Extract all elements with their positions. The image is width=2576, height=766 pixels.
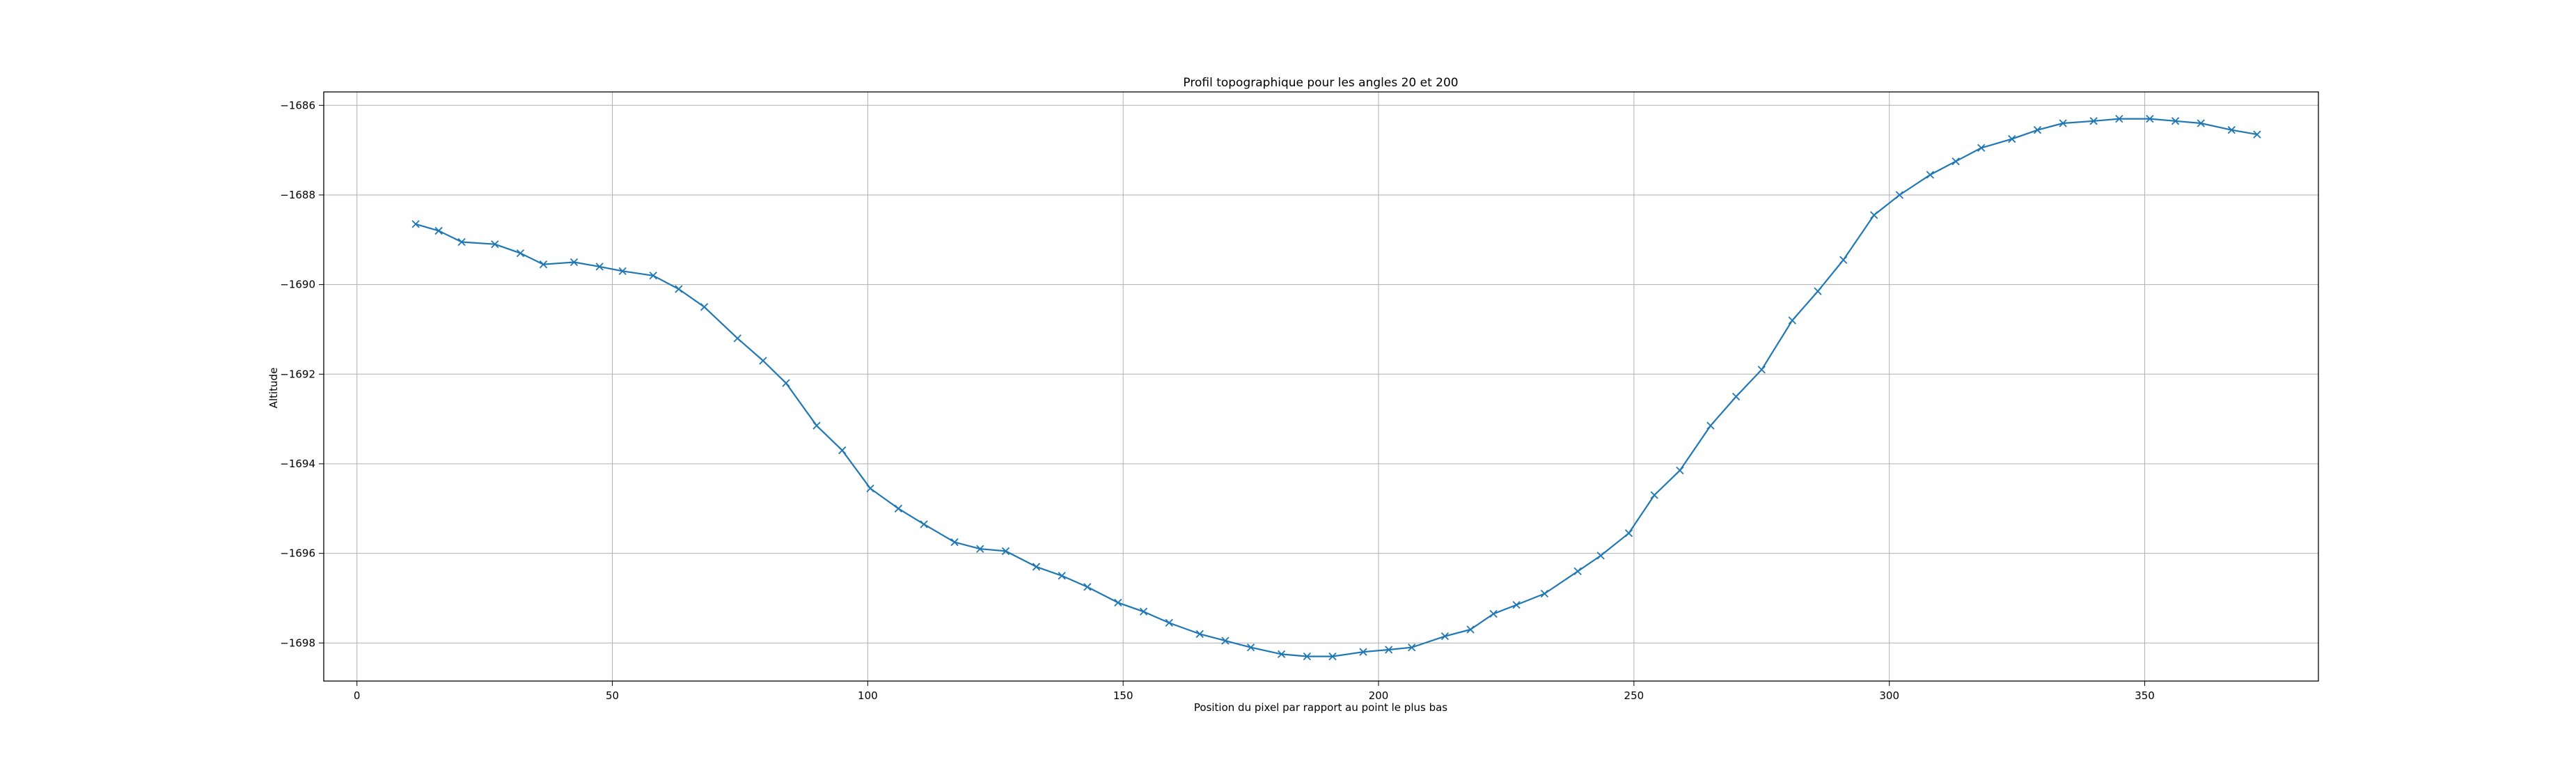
data-point xyxy=(1489,609,1498,618)
data-point xyxy=(1951,157,1960,166)
x-tick-label-0: 0 xyxy=(354,689,361,702)
data-point xyxy=(1650,491,1658,499)
plot-frame xyxy=(323,91,2319,682)
data-point xyxy=(700,303,709,311)
x-tick-label-7: 350 xyxy=(2135,689,2155,702)
x-tick-label-5: 250 xyxy=(1624,689,1644,702)
data-point xyxy=(516,249,525,258)
data-point xyxy=(1624,529,1633,538)
data-point xyxy=(1385,646,1393,654)
y-axis-label: Altitude xyxy=(267,368,280,409)
data-point xyxy=(2146,114,2154,123)
data-point xyxy=(1114,598,1122,607)
y-tick-label-3: −1692 xyxy=(280,368,315,380)
data-point xyxy=(1408,643,1416,652)
data-point xyxy=(570,258,579,267)
data-point xyxy=(2197,119,2205,127)
y-tick-label-0: −1698 xyxy=(280,636,315,649)
data-point xyxy=(950,538,959,547)
data-point xyxy=(838,446,847,455)
data-point xyxy=(649,272,657,280)
y-tick-label-5: −1688 xyxy=(280,189,315,201)
x-tick-label-4: 200 xyxy=(1369,689,1389,702)
x-tick-label-1: 50 xyxy=(606,689,619,702)
data-point xyxy=(1058,572,1066,580)
data-point xyxy=(1926,171,1935,179)
data-point xyxy=(1139,607,1148,616)
data-point xyxy=(1083,583,1092,591)
data-point xyxy=(1359,648,1367,656)
y-tick-label-2: −1694 xyxy=(280,458,315,470)
data-point xyxy=(1788,316,1796,325)
data-point xyxy=(2253,130,2261,139)
data-point xyxy=(894,504,903,513)
data-point xyxy=(1731,392,1741,401)
data-point xyxy=(1895,191,1904,199)
data-point xyxy=(2089,117,2098,125)
data-point xyxy=(1596,552,1605,560)
plot-area: 0 50 100 150 200 250 300 350 −1698 −1696 −1694 −169… xyxy=(280,91,2319,702)
data-point xyxy=(733,334,741,343)
data-point xyxy=(1278,650,1286,659)
data-point xyxy=(866,484,874,492)
data-point xyxy=(1001,547,1010,556)
data-point xyxy=(1757,366,1766,374)
data-point xyxy=(2008,134,2016,143)
data-point xyxy=(759,357,767,365)
data-point xyxy=(812,421,821,430)
data-point xyxy=(920,520,928,529)
y-tick-label-1: −1696 xyxy=(280,547,315,560)
data-point xyxy=(595,263,604,271)
data-point xyxy=(1195,630,1204,639)
data-point xyxy=(782,379,790,387)
data-point xyxy=(1977,143,1986,153)
data-point xyxy=(434,226,443,235)
data-point xyxy=(1676,466,1684,475)
data-point xyxy=(1303,652,1311,661)
data-point xyxy=(1440,632,1450,641)
data-point xyxy=(2227,126,2236,134)
y-tick-label-6: −1686 xyxy=(280,99,315,111)
x-axis-label: Position du pixel par rapport au point l… xyxy=(1194,701,1447,714)
x-tick-label-2: 100 xyxy=(858,689,878,702)
data-point xyxy=(2171,117,2180,125)
data-point xyxy=(1328,652,1337,661)
x-tick-label-3: 150 xyxy=(1113,689,1133,702)
y-tick-label-4: −1690 xyxy=(280,279,315,291)
data-point xyxy=(411,220,420,228)
data-point xyxy=(1573,567,1582,576)
data-point xyxy=(1512,600,1521,609)
data-point xyxy=(1466,625,1475,634)
chart-title: Profil topographique pour les angles 20 … xyxy=(1183,76,1458,90)
data-point xyxy=(1839,256,1848,264)
data-point xyxy=(491,240,499,249)
data-point xyxy=(618,267,627,275)
data-point xyxy=(1221,636,1230,645)
data-point xyxy=(2033,126,2042,134)
data-point xyxy=(976,545,984,553)
data-point xyxy=(1870,211,1878,219)
x-tick-label-6: 300 xyxy=(1879,689,1899,702)
data-point xyxy=(1165,618,1173,627)
data-point xyxy=(1706,421,1715,430)
data-point xyxy=(2059,119,2067,127)
data-point xyxy=(457,237,466,247)
data-point xyxy=(1032,563,1041,571)
data-point xyxy=(1246,643,1255,652)
data-point xyxy=(1814,287,1822,295)
data-point xyxy=(1540,589,1549,598)
data-point xyxy=(539,260,548,269)
data-point xyxy=(675,285,683,293)
data-point xyxy=(2115,114,2123,123)
